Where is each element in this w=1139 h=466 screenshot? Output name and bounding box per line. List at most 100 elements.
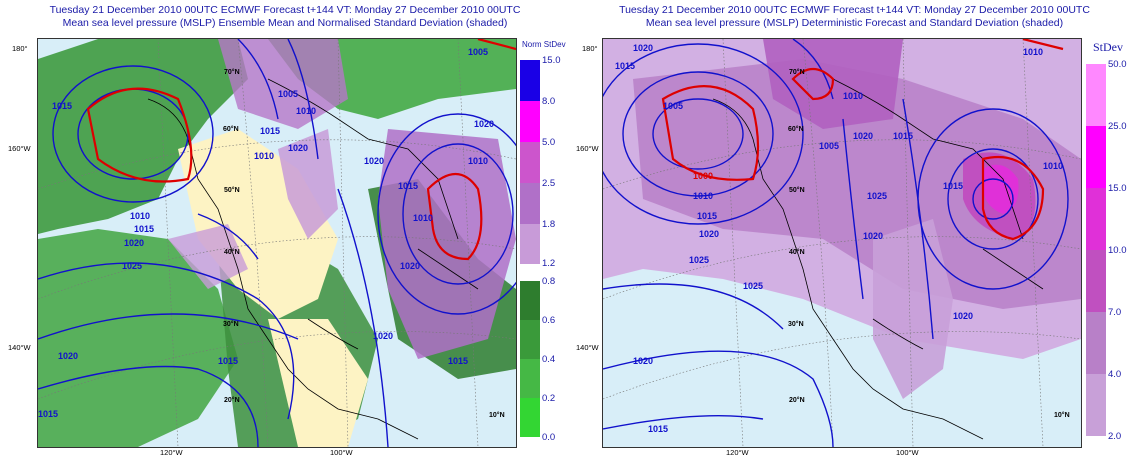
isobar-label-red: 1000 [693,171,713,181]
color-swatch [520,224,540,264]
left-isobars [38,39,516,447]
lat-label-30n: 30°N [223,321,239,328]
isobar-label: 1015 [260,126,280,136]
isobar-label: 1010 [468,156,488,166]
ensemble-mean-panel: Tuesday 21 December 2010 00UTC ECMWF For… [8,4,566,457]
isobar-label: 1005 [278,89,298,99]
isobar-label: 1015 [218,356,238,366]
stdev-shade-mid [633,59,1081,309]
colorbar-tick: 7.0 [1108,307,1122,318]
bottom-label-100w: 100°W [896,448,919,457]
isobar-label: 1015 [448,356,468,366]
colorbar-tick: 2.0 [1108,431,1122,442]
right-colorbar [1086,64,1106,436]
isobar-label: 1020 [474,119,494,129]
color-swatch [1086,126,1106,188]
isobar-label: 1010 [693,191,713,201]
color-swatch [1086,374,1106,436]
isobar-label: 1020 [953,311,973,321]
isobar-label: 1015 [398,181,418,191]
colorbar-tick: 2.5 [542,178,556,189]
lat-label-40n: 40°N [224,249,240,256]
lat-label-60n: 60°N [223,126,239,133]
right-colorbar-title: StDev [1093,40,1123,54]
lat-label-10n: 10°N [489,412,505,419]
isobar-label: 1020 [58,351,78,361]
right-map[interactable]: 1020 1015 1005 1000 1010 1015 1020 1025 … [602,38,1082,448]
isobar-label: 1010 [254,151,274,161]
bottom-label-120w: 120°W [160,448,183,457]
color-swatch [1086,250,1106,312]
isobar-label: 1020 [400,261,420,271]
color-swatch [520,398,540,437]
left-colorbar-upper [520,60,540,264]
isobar-label: 1025 [122,261,142,271]
isobar-label: 1015 [52,101,72,111]
left-colorbar-title: Norm StDev [522,40,566,49]
right-map-canvas: 1020 1015 1005 1000 1010 1015 1020 1025 … [603,39,1081,447]
isobar-label: 1015 [893,131,913,141]
purple-shade-atlantic [378,129,516,359]
colorbar-tick: 4.0 [1108,369,1122,380]
isobar-label: 1010 [843,91,863,101]
isobar-label: 1005 [663,101,683,111]
purple-shade-central [278,129,338,239]
lat-label-30n: 30°N [788,321,804,328]
lat-label-50n: 50°N [789,187,805,194]
isobar-label: 1010 [1043,161,1063,171]
isobar-label: 1010 [296,106,316,116]
left-edge-label-180: 180° [12,44,28,53]
deterministic-panel: Tuesday 21 December 2010 00UTC ECMWF For… [570,0,1139,466]
isobar-label: 1005 [468,47,488,57]
stdev-shade-storm-core [983,164,1019,214]
left-red-contours [86,39,516,261]
right-red-contours [661,39,1064,241]
colorbar-tick: 8.0 [542,96,556,107]
lat-label-10n: 10°N [1054,412,1070,419]
stdev-shade-central [873,219,953,399]
isobar-label: 1020 [373,331,393,341]
left-edge-label-160w: 160°W [8,144,31,153]
isobar-label: 1010 [130,211,150,221]
lat-label-20n: 20°N [789,397,805,404]
right-edge-label-160w: 160°W [576,144,599,153]
right-graticule [603,39,1081,447]
isobar-label: 1020 [633,356,653,366]
left-map[interactable]: 1015 1005 1010 1015 1020 1010 1015 1020 … [37,38,517,448]
isobar-label: 1020 [124,238,144,248]
isobar-label: 1020 [863,231,883,241]
color-swatch [1086,188,1106,250]
lat-label-40n: 40°N [789,249,805,256]
isobar-label: 1020 [288,143,308,153]
color-swatch [1086,64,1106,126]
colorbar-tick: 15.0 [542,55,561,66]
isobar-label: 1015 [697,211,717,221]
purple-shade-arctic [218,39,348,129]
colorbar-tick: 0.0 [542,432,556,443]
colorbar-tick: 50.0 [1108,59,1127,70]
cream-shade-south [268,319,368,447]
colorbar-tick: 0.4 [542,354,556,365]
colorbar-tick: 0.8 [542,276,556,287]
isobar-label: 1015 [615,61,635,71]
colorbar-tick: 0.2 [542,393,556,404]
lat-label-20n: 20°N [224,397,240,404]
left-title-line1: Tuesday 21 December 2010 00UTC ECMWF For… [49,4,521,16]
color-swatch [520,101,540,142]
isobar-label: 1020 [364,156,384,166]
color-swatch [1086,312,1106,374]
isobar-label: 1020 [699,229,719,239]
left-edge-label-140w: 140°W [8,343,31,352]
colorbar-tick: 5.0 [542,137,556,148]
right-isobars [603,39,1069,447]
right-edge-label-180: 180° [582,44,598,53]
isobar-label: 1015 [943,181,963,191]
color-swatch [520,183,540,224]
green-shade-northwest [38,39,248,234]
colorbar-tick: 15.0 [1108,183,1127,194]
isobar-label: 1020 [633,43,653,53]
isobar-label: 1010 [1023,47,1043,57]
left-map-canvas: 1015 1005 1010 1015 1020 1010 1015 1020 … [38,39,516,447]
isobar-label: 1025 [689,255,709,265]
isobar-label: 1020 [853,131,873,141]
